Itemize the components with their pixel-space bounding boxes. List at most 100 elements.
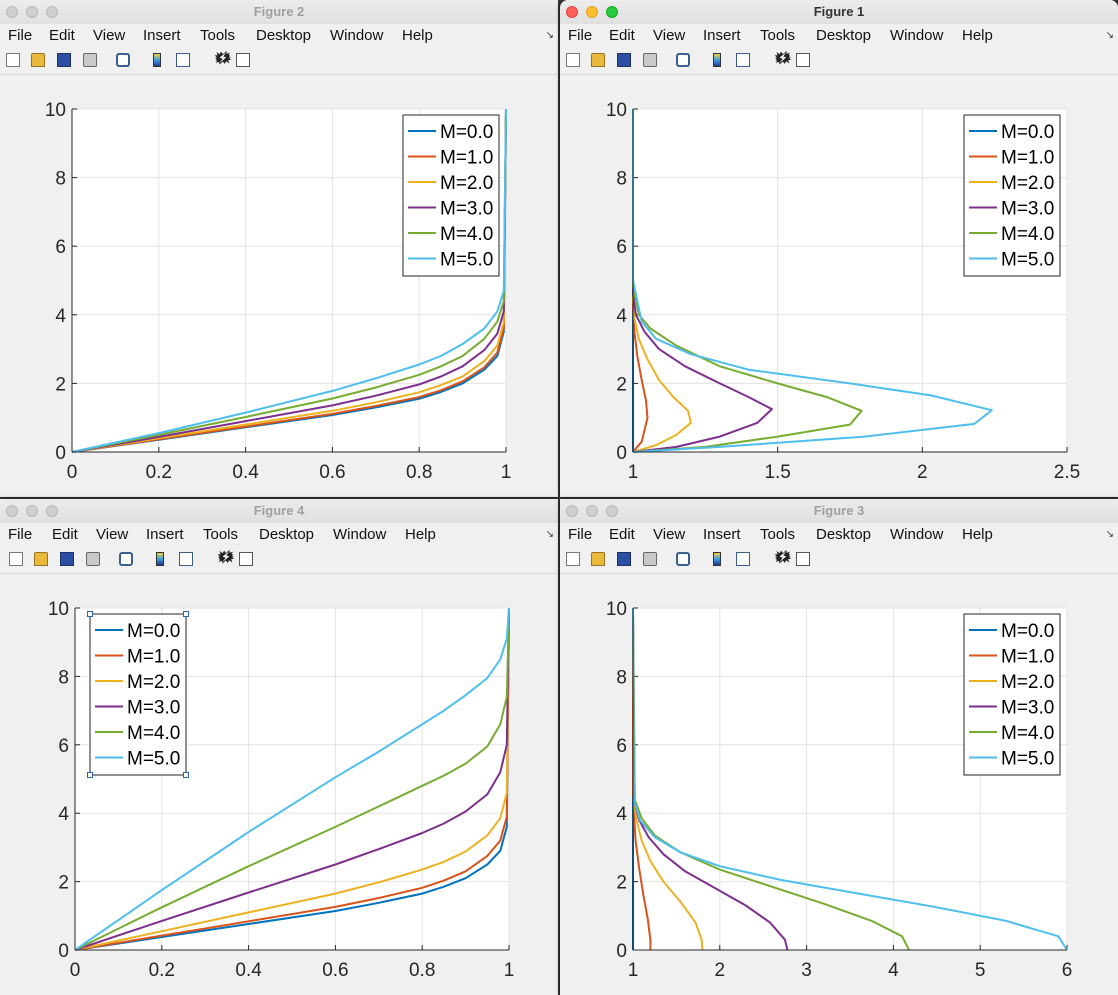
menu-file[interactable]: File [8,27,33,44]
insert-colorbar-icon[interactable] [713,53,721,67]
series-line[interactable] [74,607,510,951]
menu-help[interactable]: Help [402,27,433,44]
edit-plot-pointer-icon[interactable]: 🗱 [774,50,792,67]
menu-tools[interactable]: Tools [203,526,239,543]
zoom-window-button[interactable] [606,6,618,18]
menu-view[interactable]: View [93,27,126,44]
edit-plot-pointer-icon[interactable]: 🗱 [217,549,235,566]
line-chart[interactable]: 1 2 3 4 5 6 0 2 4 6 8 10 M=0.0 M=1.0 M=2.0 M=3.0 M=4.0 M=… [560,574,1118,995]
save-icon[interactable] [60,552,74,566]
new-figure-icon[interactable] [9,552,23,566]
series-line[interactable] [71,108,507,453]
menu-edit[interactable]: Edit [609,27,635,44]
menu-window[interactable]: Window [890,526,944,543]
property-inspector-icon[interactable] [796,53,810,67]
menu-insert[interactable]: Insert [143,27,181,44]
legend-box[interactable] [963,613,1061,776]
menu-tools[interactable]: Tools [760,526,796,543]
series-line[interactable] [632,109,863,453]
print-icon[interactable] [643,53,657,67]
series-line[interactable] [71,108,507,453]
minimize-window-button[interactable] [586,6,598,18]
window-titlebar[interactable]: Figure 4 [0,499,558,524]
save-icon[interactable] [617,552,631,566]
link-plot-icon[interactable] [676,552,690,566]
menu-tools[interactable]: Tools [760,27,796,44]
menu-window[interactable]: Window [890,27,944,44]
menu-desktop[interactable]: Desktop [816,27,872,44]
menu-insert[interactable]: Insert [146,526,184,543]
menu-file[interactable]: File [8,526,33,543]
series-line[interactable] [71,108,507,453]
menu-desktop[interactable]: Desktop [816,526,872,543]
property-inspector-icon[interactable] [236,53,250,67]
minimize-window-button[interactable] [26,6,38,18]
figure-window[interactable]: Figure 3 File Edit View Insert Tools Des… [560,499,1118,995]
toolbar-overflow-icon[interactable]: ↘ [545,529,554,540]
menu-edit[interactable]: Edit [52,526,78,543]
toolbar-overflow-icon[interactable]: ↘ [1105,30,1114,41]
menu-view[interactable]: View [96,526,129,543]
selection-handle[interactable] [183,772,189,778]
link-plot-icon[interactable] [119,552,133,566]
insert-colorbar-icon[interactable] [156,552,164,566]
menu-help[interactable]: Help [962,27,993,44]
line-chart[interactable]: 0 0.2 0.4 0.6 0.8 10246810M=0.0M=1.0M=2.0M=3.… [0,574,558,995]
open-file-icon[interactable] [31,53,45,67]
figure-window[interactable]: Figure 1 File Edit View Insert Tools Des… [560,0,1118,497]
minimize-window-button[interactable] [26,505,38,517]
selection-handle[interactable] [87,772,93,778]
menu-help[interactable]: Help [962,526,993,543]
menu-help[interactable]: Help [405,526,436,543]
zoom-window-button[interactable] [46,6,58,18]
property-inspector-icon[interactable] [796,552,810,566]
new-figure-icon[interactable] [566,53,580,67]
close-window-button[interactable] [6,6,18,18]
menu-window[interactable]: Window [330,27,384,44]
close-window-button[interactable] [6,505,18,517]
series-line[interactable] [74,607,510,951]
link-plot-icon[interactable] [676,53,690,67]
new-figure-icon[interactable] [6,53,20,67]
menu-window[interactable]: Window [333,526,387,543]
menu-view[interactable]: View [653,526,686,543]
series-line[interactable] [74,607,510,951]
window-titlebar[interactable]: Figure 2 [0,0,558,25]
toolbar-overflow-icon[interactable]: ↘ [1105,529,1114,540]
series-line[interactable] [632,607,910,951]
insert-colorbar-icon[interactable] [713,552,721,566]
legend-box[interactable] [963,114,1061,277]
series-line[interactable] [632,109,692,453]
figure-window[interactable]: Figure 4 File Edit View Insert Tools Des… [0,499,558,995]
new-figure-icon[interactable] [566,552,580,566]
legend-box[interactable] [402,114,500,277]
minimize-window-button[interactable] [586,505,598,517]
menu-edit[interactable]: Edit [49,27,75,44]
line-chart[interactable]: 1 1.5 2 2.5 0 2 4 6 8 10 M=0.0 M=1.0 M=2.0 M=3.0 M=4.0… [560,75,1118,497]
edit-plot-pointer-icon[interactable]: 🗱 [214,50,232,67]
series-line[interactable] [71,108,507,453]
selection-handle[interactable] [183,611,189,617]
menu-insert[interactable]: Insert [703,526,741,543]
save-icon[interactable] [57,53,71,67]
zoom-window-button[interactable] [46,505,58,517]
menu-insert[interactable]: Insert [703,27,741,44]
series-line[interactable] [74,607,510,951]
menu-view[interactable]: View [653,27,686,44]
menu-file[interactable]: File [568,526,593,543]
menu-edit[interactable]: Edit [609,526,635,543]
series-line[interactable] [71,108,507,453]
series-line[interactable] [632,607,704,951]
property-inspector-icon[interactable] [239,552,253,566]
menu-desktop[interactable]: Desktop [259,526,315,543]
window-titlebar[interactable]: Figure 3 [560,499,1118,524]
insert-legend-icon[interactable] [179,552,193,566]
print-icon[interactable] [83,53,97,67]
insert-colorbar-icon[interactable] [153,53,161,67]
link-plot-icon[interactable] [116,53,130,67]
print-icon[interactable] [86,552,100,566]
series-line[interactable] [632,607,1068,951]
open-file-icon[interactable] [591,53,605,67]
print-icon[interactable] [643,552,657,566]
legend-box[interactable] [89,613,187,776]
